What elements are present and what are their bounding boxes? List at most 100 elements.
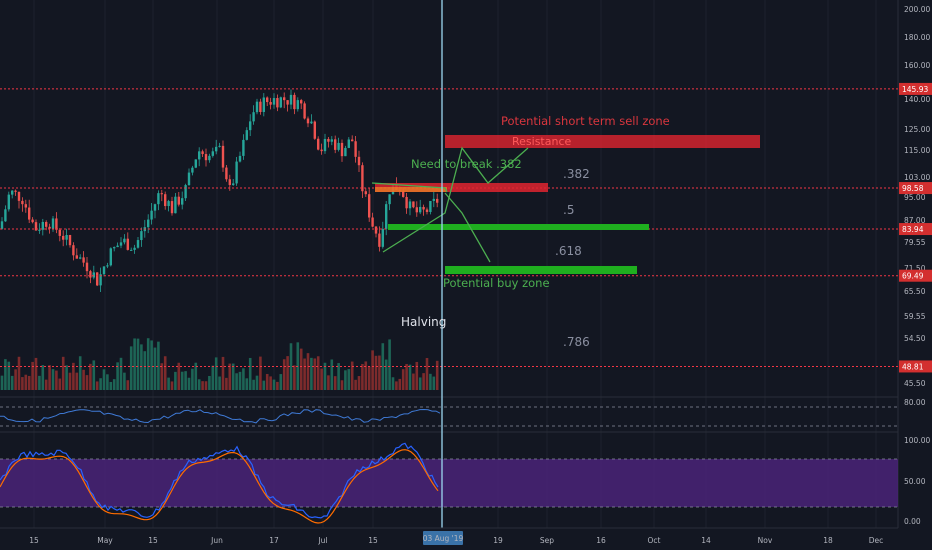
volume-bar bbox=[340, 380, 344, 390]
candle-body bbox=[150, 210, 153, 220]
time-tick-label: Oct bbox=[648, 536, 661, 545]
volume-bar bbox=[432, 376, 436, 390]
buy-zone[interactable] bbox=[445, 266, 637, 274]
volume-bar bbox=[133, 338, 136, 390]
volume-bar bbox=[160, 363, 164, 390]
volume-bar bbox=[180, 371, 184, 390]
volume-bar bbox=[184, 371, 187, 390]
candle-body bbox=[75, 255, 78, 259]
time-tick-label: Jun bbox=[210, 536, 223, 545]
volume-bar bbox=[55, 370, 58, 390]
candle-body bbox=[109, 248, 112, 266]
volume-bar bbox=[119, 357, 123, 390]
candle-body bbox=[126, 238, 129, 250]
volume-bar bbox=[34, 357, 38, 390]
candle-body bbox=[106, 265, 109, 267]
time-axis[interactable] bbox=[0, 528, 932, 550]
volume-bar bbox=[99, 378, 102, 390]
fib-half-zone[interactable] bbox=[388, 224, 649, 230]
halving-annotation: Halving bbox=[401, 315, 446, 329]
price-tick-label: 65.50 bbox=[904, 287, 926, 296]
candle-body bbox=[14, 190, 17, 192]
candle-body bbox=[303, 103, 306, 119]
volume-bar bbox=[204, 381, 208, 390]
level-tag-label: 83.94 bbox=[902, 225, 924, 234]
volume-bar bbox=[384, 359, 388, 390]
price-tick-label: 71.50 bbox=[904, 264, 926, 273]
candles bbox=[0, 89, 439, 292]
candle-body bbox=[194, 159, 197, 168]
candle-body bbox=[255, 101, 259, 113]
volume-bar bbox=[194, 362, 198, 390]
cursor-date-label: 03 Aug '19 bbox=[423, 534, 464, 543]
volume-bar bbox=[282, 359, 286, 390]
candle-body bbox=[153, 204, 157, 211]
candle-body bbox=[419, 206, 422, 213]
candle-body bbox=[232, 183, 235, 185]
level-tag bbox=[899, 223, 932, 236]
candle-body bbox=[45, 221, 48, 227]
stoch-tick-label: 0.00 bbox=[904, 517, 921, 526]
volume-bar bbox=[146, 338, 150, 390]
level-tag-label: 98.58 bbox=[902, 184, 924, 193]
candle-body bbox=[17, 191, 21, 201]
volume-bar bbox=[391, 377, 395, 390]
price-axis[interactable]: 200.00 180.00 160.00 140.00 125.00 115.00 103.… bbox=[904, 5, 930, 526]
volume-bar bbox=[109, 381, 113, 390]
volume-bar bbox=[425, 358, 429, 390]
volume-bar bbox=[140, 344, 143, 390]
candle-body bbox=[85, 262, 89, 272]
candle-body bbox=[286, 100, 289, 105]
candle-body bbox=[65, 234, 68, 240]
candle-body bbox=[415, 207, 418, 213]
volume-bar bbox=[245, 378, 249, 390]
volume-bar bbox=[378, 355, 381, 390]
candle-body bbox=[323, 138, 327, 152]
candle-body bbox=[361, 165, 364, 192]
volume-bar bbox=[259, 356, 262, 390]
volume-bar bbox=[41, 365, 45, 390]
vertical-grid bbox=[33, 0, 877, 528]
volume-bar bbox=[347, 369, 351, 390]
volume-bar bbox=[333, 376, 337, 390]
candle-body bbox=[221, 145, 225, 168]
candle-body bbox=[72, 245, 75, 256]
volume-bar bbox=[337, 363, 340, 390]
volume-bar bbox=[248, 357, 252, 390]
volume-bar bbox=[72, 362, 75, 390]
volume-bar bbox=[354, 379, 357, 390]
triangle-upper[interactable] bbox=[371, 182, 448, 193]
volume-bar bbox=[350, 361, 354, 390]
candle-body bbox=[249, 121, 252, 131]
price-tick-label: 95.00 bbox=[904, 193, 926, 202]
short-sell-box[interactable] bbox=[375, 183, 548, 192]
candle-body bbox=[147, 219, 150, 228]
level-price-tags: 145.93 98.58 83.94 69.49 48.81 bbox=[899, 82, 932, 373]
fib-786-label: .786 bbox=[563, 335, 590, 349]
time-tick-label: 15 bbox=[148, 536, 158, 545]
orange-box[interactable] bbox=[375, 187, 447, 192]
candle-body bbox=[181, 198, 184, 205]
volume-bar bbox=[303, 358, 306, 390]
candle-body bbox=[245, 130, 248, 140]
volume-bar bbox=[310, 357, 313, 390]
volume-bar bbox=[48, 365, 51, 390]
projection-up-path[interactable] bbox=[382, 146, 529, 253]
resistance-zone[interactable] bbox=[445, 135, 760, 148]
candle-body bbox=[289, 94, 293, 105]
fib-618-label: .618 bbox=[555, 244, 582, 258]
projection-down-path[interactable] bbox=[444, 192, 491, 263]
resistance-label: Resistance bbox=[512, 135, 572, 148]
candle-body bbox=[283, 97, 286, 101]
candle-body bbox=[378, 233, 381, 247]
candle-body bbox=[11, 190, 14, 195]
volume-bar bbox=[221, 356, 225, 390]
level-tag bbox=[899, 269, 932, 282]
volume-bar bbox=[395, 381, 398, 390]
candle-body bbox=[344, 147, 347, 157]
price-tick-label: 87.00 bbox=[904, 216, 926, 225]
cursor-date-tag bbox=[423, 531, 463, 545]
candle-body bbox=[374, 226, 378, 234]
stoch-d-line bbox=[0, 449, 439, 524]
